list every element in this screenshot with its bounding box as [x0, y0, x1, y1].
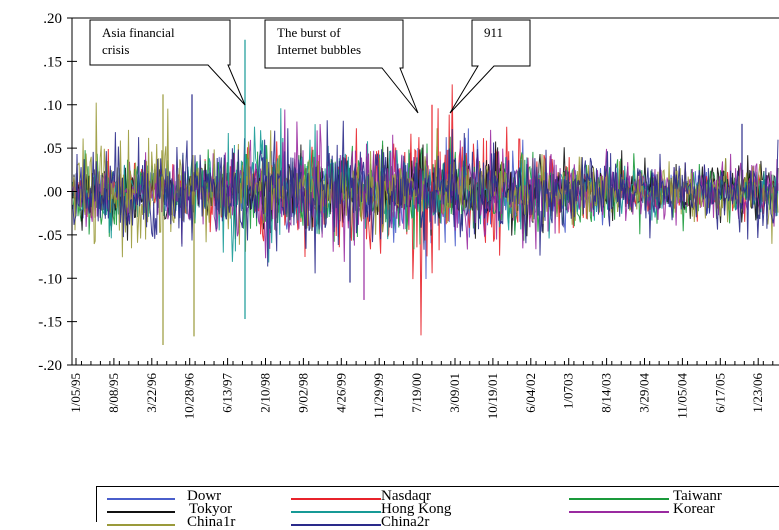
legend-swatch [107, 498, 175, 500]
legend-label: China1r [187, 514, 236, 530]
x-tick-label: 11/29/99 [371, 373, 386, 419]
y-tick-label: -.10 [38, 271, 62, 287]
legend-label: Nasdaqr [381, 488, 431, 504]
legend-label: Hong Kong [381, 501, 452, 517]
x-tick-label: 3/29/04 [637, 373, 652, 413]
callout-text: Internet bubbles [277, 42, 361, 57]
x-tick-label: 6/04/02 [523, 373, 538, 413]
legend-label: Dowr [187, 488, 222, 504]
callout-box [264, 19, 419, 114]
x-tick-label: 8/08/95 [106, 373, 121, 413]
legend-swatch [291, 524, 381, 526]
series-line [72, 120, 779, 274]
x-tick-label: 1/0703 [561, 373, 576, 409]
legend-swatch [569, 511, 669, 513]
callout-text: The burst of [277, 25, 341, 40]
callout-text: 911 [484, 25, 503, 40]
x-tick-label: 8/14/03 [599, 373, 614, 413]
y-tick-label: -.05 [38, 228, 62, 244]
y-tick-label: .00 [43, 185, 62, 201]
x-tick-label: 1/05/95 [68, 373, 83, 413]
y-tick-label: .20 [43, 11, 62, 27]
x-tick-label: 6/13/97 [220, 373, 235, 413]
legend-swatch [107, 511, 175, 513]
legend-swatch [291, 511, 381, 513]
x-tick-label: 11/05/04 [674, 373, 689, 419]
x-tick-label: 10/28/96 [182, 373, 197, 420]
x-tick-label: 7/19/00 [409, 373, 424, 413]
x-tick-label: 2/10/98 [258, 373, 273, 413]
y-tick-label: .15 [43, 54, 62, 70]
callout-text: Asia financial [102, 25, 175, 40]
axes-layer: .20 .15 .10 .05 .00 -.05 -.10 -.15 -.20 1/05/95 8/… [38, 11, 779, 419]
y-tick-label: -.15 [38, 315, 62, 331]
x-tick-label: 9/02/98 [295, 373, 310, 413]
legend-label: Korear [673, 501, 715, 517]
series-line [72, 102, 779, 258]
legend-label: Taiwanr [673, 488, 722, 504]
x-tick-label: 3/09/01 [447, 373, 462, 413]
legend-swatch [291, 498, 381, 500]
legend-label: China2r [381, 514, 430, 530]
x-tick-label: 1/23/06 [750, 373, 765, 413]
legend-swatch [107, 524, 175, 526]
callout-box [89, 19, 246, 106]
callout-box [449, 19, 531, 114]
y-tick-label: -.20 [38, 358, 62, 374]
x-tick-label: 4/26/99 [333, 373, 348, 413]
callout-text: crisis [102, 42, 129, 57]
legend: Dowr Nasdaqr Taiwanr Tokyor Hong Kong Ko… [96, 486, 779, 530]
x-tick-label: 3/22/96 [144, 373, 159, 413]
legend-swatch [569, 498, 669, 500]
y-tick-label: .10 [43, 98, 62, 114]
x-tick-label: 6/17/05 [712, 373, 727, 413]
series-layer [72, 39, 779, 346]
y-tick-label: .05 [43, 141, 62, 157]
legend-label: Tokyor [189, 501, 233, 517]
callout-layer: Asia financial crisis The burst of Internet… [89, 19, 531, 114]
x-tick-label: 10/19/01 [485, 373, 500, 419]
